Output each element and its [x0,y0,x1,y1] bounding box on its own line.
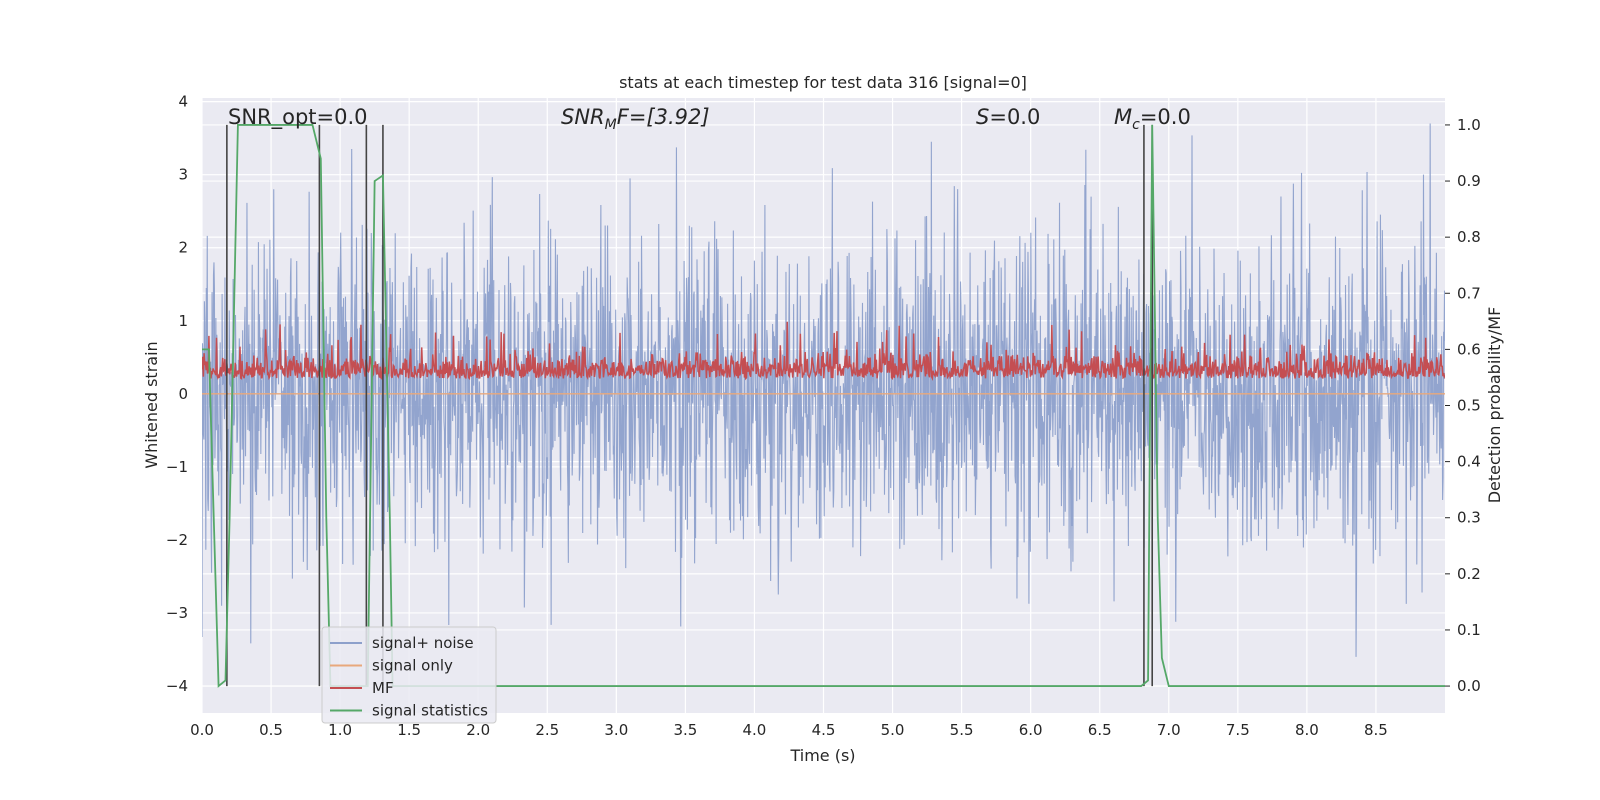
x-tick-label: 0.5 [259,721,283,739]
legend-entry: signal only [372,657,453,675]
series-signal-statistics-line [202,124,1445,688]
series-signal-noise-line [202,123,1445,657]
x-axis-ticks: 0.0 0.5 1.0 1.5 2.0 2.5 3.0 3.5 4.0 4.5 5.0 5.5 6.0 6… [190,721,1388,739]
annotation-mc-sub: c [1132,117,1140,133]
y-axis-left-label: Whitened strain [142,341,161,468]
y-right-tick-label: 0.6 [1457,340,1481,358]
x-tick-label: 5.0 [881,721,905,739]
y-right-tick-label: 0.9 [1457,172,1481,190]
y-right-tick-label: 1.0 [1457,116,1481,134]
y-axis-right-label: Detection probability/MF [1485,307,1504,504]
legend-entry: MF [372,679,394,697]
x-tick-label: 4.0 [743,721,767,739]
y-right-tick-label: 0.2 [1457,565,1481,583]
annotation-snr-mf-rest: F=[3.92] [617,105,710,129]
annotation-snr-opt: SNR_opt=0.0 [228,105,368,130]
y-left-tick-label: −3 [166,604,188,622]
y-left-tick-label: −2 [166,531,188,549]
grid [201,98,1445,713]
x-tick-label: 3.0 [604,721,628,739]
y-left-tick-label: 0 [178,385,188,403]
annotation-s-var: S [976,105,989,129]
x-tick-label: 0.0 [190,721,214,739]
x-tick-label: 2.5 [535,721,559,739]
series-mf-line [202,321,1445,382]
annotation-snr-mf: SNRMF=[3.92] [561,105,710,133]
x-tick-label: 1.0 [328,721,352,739]
y-right-tick-label: 0.0 [1457,677,1481,695]
legend-box [321,626,497,724]
x-tick-label: 1.5 [397,721,421,739]
y-right-tick-label: 0.3 [1457,509,1481,527]
y-left-tick-label: 4 [178,93,188,111]
annotation-s-rest: =0.0 [989,105,1040,129]
x-tick-label: 5.5 [950,721,974,739]
y-left-tick-label: 1 [178,312,188,330]
x-tick-label: 7.0 [1157,721,1181,739]
plot-area [202,123,1445,688]
y-left-tick-label: −4 [166,677,188,695]
x-tick-label: 7.5 [1226,721,1250,739]
y-right-tick-label: 0.7 [1457,284,1481,302]
annotation-mc-var: M [1114,105,1132,129]
legend-entry: signal statistics [372,702,488,720]
y-right-tick-label: 0.5 [1457,397,1481,415]
x-tick-label: 2.0 [466,721,490,739]
annotation-snr-mf-var: SNR [561,105,605,129]
x-tick-label: 6.5 [1088,721,1112,739]
annotation-mc-rest: =0.0 [1140,105,1191,129]
legend: signal+ noise signal only MF signal statist… [321,626,497,724]
x-tick-label: 8.5 [1364,721,1388,739]
annotation-snr-mf-sub: M [605,117,617,133]
legend-entry: signal+ noise [372,634,474,652]
y-left-tick-label: 2 [178,239,188,257]
y-right-tick-label: 0.1 [1457,621,1481,639]
y-right-tick-label: 0.8 [1457,228,1481,246]
y-axis-right-ticks: 1.0 0.9 0.8 0.7 0.6 0.5 0.4 0.3 0.2 0.1 0.0 [1445,116,1481,695]
y-axis-left-ticks: 4 3 2 1 0 −1 −2 −3 −4 [166,93,188,695]
y-right-tick-label: 0.4 [1457,453,1481,471]
annotation-mc: Mc=0.0 [1114,105,1191,133]
x-tick-label: 3.5 [673,721,697,739]
y-left-tick-label: −1 [166,458,188,476]
y-left-tick-label: 3 [178,166,188,184]
annotation-s: S=0.0 [976,105,1040,129]
x-tick-label: 4.5 [812,721,836,739]
chart-title: stats at each timestep for test data 316… [619,73,1027,92]
x-axis-label: Time (s) [789,746,855,765]
x-tick-label: 6.0 [1019,721,1043,739]
x-tick-label: 8.0 [1295,721,1319,739]
